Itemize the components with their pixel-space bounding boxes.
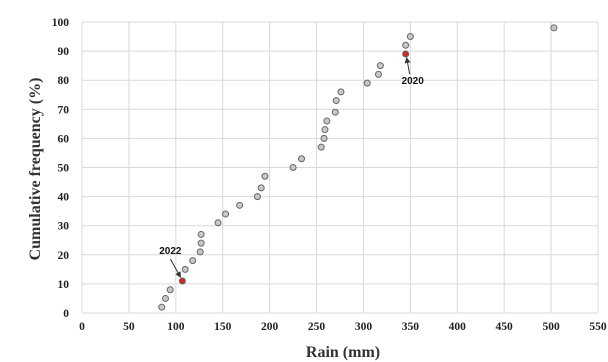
x-tick-label: 150	[214, 321, 232, 333]
x-tick-labels: 0 50 100 150 200 250 300 350 400 450 500 550	[79, 321, 607, 333]
x-tick-label: 400	[449, 321, 467, 333]
y-tick-label: 100	[52, 17, 70, 29]
x-tick-label: 500	[542, 321, 560, 333]
data-point	[196, 248, 204, 256]
data-points	[158, 24, 558, 311]
data-point	[181, 265, 189, 273]
x-tick-label: 450	[496, 321, 514, 333]
y-tick-labels: 0 10 20 30 40 50 60 70 80 90 100	[52, 17, 70, 320]
data-point	[161, 294, 169, 302]
x-tick-label: 350	[402, 321, 420, 333]
annotation-arrow	[404, 57, 411, 75]
annotations: 2022 2020	[159, 57, 425, 278]
x-tick-label: 300	[355, 321, 373, 333]
data-point	[257, 184, 265, 192]
y-tick-label: 90	[58, 46, 70, 58]
data-point	[331, 108, 339, 116]
y-tick-label: 50	[58, 163, 70, 175]
y-tick-label: 60	[58, 133, 70, 145]
data-point	[166, 286, 174, 294]
data-point	[337, 88, 345, 96]
grid	[81, 21, 599, 314]
x-tick-label: 100	[167, 321, 185, 333]
data-point	[406, 33, 414, 41]
annotation-label: 2020	[402, 76, 425, 87]
x-tick-label: 50	[123, 321, 135, 333]
x-tick-label: 250	[308, 321, 326, 333]
y-tick-label: 40	[58, 192, 70, 204]
x-axis-label: Rain (mm)	[306, 344, 380, 361]
data-point	[158, 303, 166, 311]
data-point	[323, 117, 331, 125]
data-point	[374, 70, 382, 78]
x-tick-label: 550	[589, 321, 607, 333]
y-axis-label: Cumulative frequency (%)	[27, 78, 44, 261]
data-point	[197, 230, 205, 238]
data-point	[253, 193, 261, 201]
y-tick-label: 10	[58, 279, 70, 291]
annotation-arrow	[169, 258, 181, 278]
data-point	[332, 97, 340, 105]
highlighted-data-point	[402, 50, 410, 58]
data-point	[320, 134, 328, 142]
y-tick-label: 70	[58, 104, 70, 116]
data-point	[550, 24, 558, 32]
data-point	[222, 210, 230, 218]
data-point	[289, 164, 297, 171]
y-tick-label: 80	[58, 75, 70, 87]
data-point	[298, 155, 306, 163]
data-point	[214, 219, 222, 227]
data-point	[197, 239, 205, 247]
data-point	[317, 143, 325, 151]
x-tick-label: 200	[261, 321, 279, 333]
data-point	[261, 172, 269, 180]
y-tick-label: 30	[58, 221, 70, 233]
data-point	[189, 257, 197, 265]
data-point	[236, 201, 244, 209]
data-point	[402, 41, 410, 49]
highlighted-data-point	[178, 277, 186, 285]
y-tick-label: 20	[58, 250, 70, 262]
x-tick-label: 0	[79, 321, 85, 333]
annotation-label: 2022	[159, 246, 182, 257]
y-tick-label: 0	[63, 308, 69, 320]
data-point	[376, 62, 384, 70]
data-point	[321, 126, 329, 134]
data-point	[363, 79, 371, 87]
